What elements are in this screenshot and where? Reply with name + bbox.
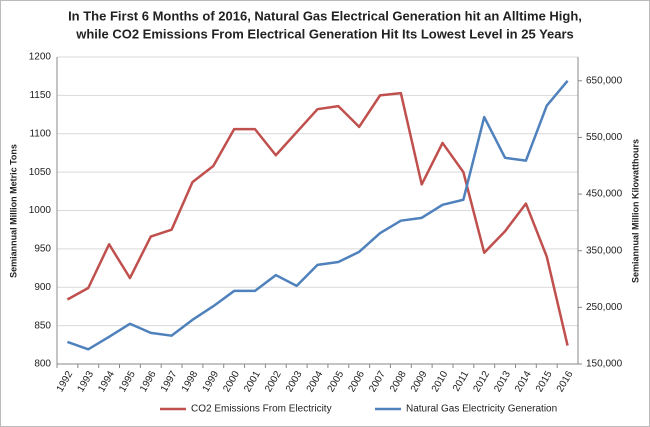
legend-label: Natural Gas Electricity Generation [406,404,557,415]
y2-tick-label: 450,000 [586,189,623,200]
legend-label: CO2 Emissions From Electricity [191,404,332,415]
chart-title: while CO2 Emissions From Electrical Gene… [75,26,574,41]
y-tick-label: 1200 [29,52,52,63]
y2-tick-label: 150,000 [586,359,623,370]
y-tick-label: 1100 [29,128,51,139]
series-line [67,79,569,351]
y-tick-label: 800 [34,359,51,370]
y-tick-label: 900 [34,282,51,293]
series-line [66,91,569,346]
y-tick-label: 1000 [29,205,52,216]
y-tick-label: 950 [34,244,51,255]
y2-tick-label: 350,000 [586,245,623,256]
y2-axis-title: Semiannual Million Kilowatthours [630,139,640,283]
y-tick-label: 1050 [29,167,52,178]
y-axis-title: Semiannual Million Metric Tons [8,144,18,278]
y2-tick-label: 550,000 [586,132,623,143]
y2-tick-label: 250,000 [586,302,623,313]
y-tick-label: 1150 [29,90,51,101]
y-tick-label: 850 [34,320,51,331]
y2-tick-label: 650,000 [586,75,623,86]
chart-title: In The First 6 Months of 2016, Natural G… [68,8,582,23]
